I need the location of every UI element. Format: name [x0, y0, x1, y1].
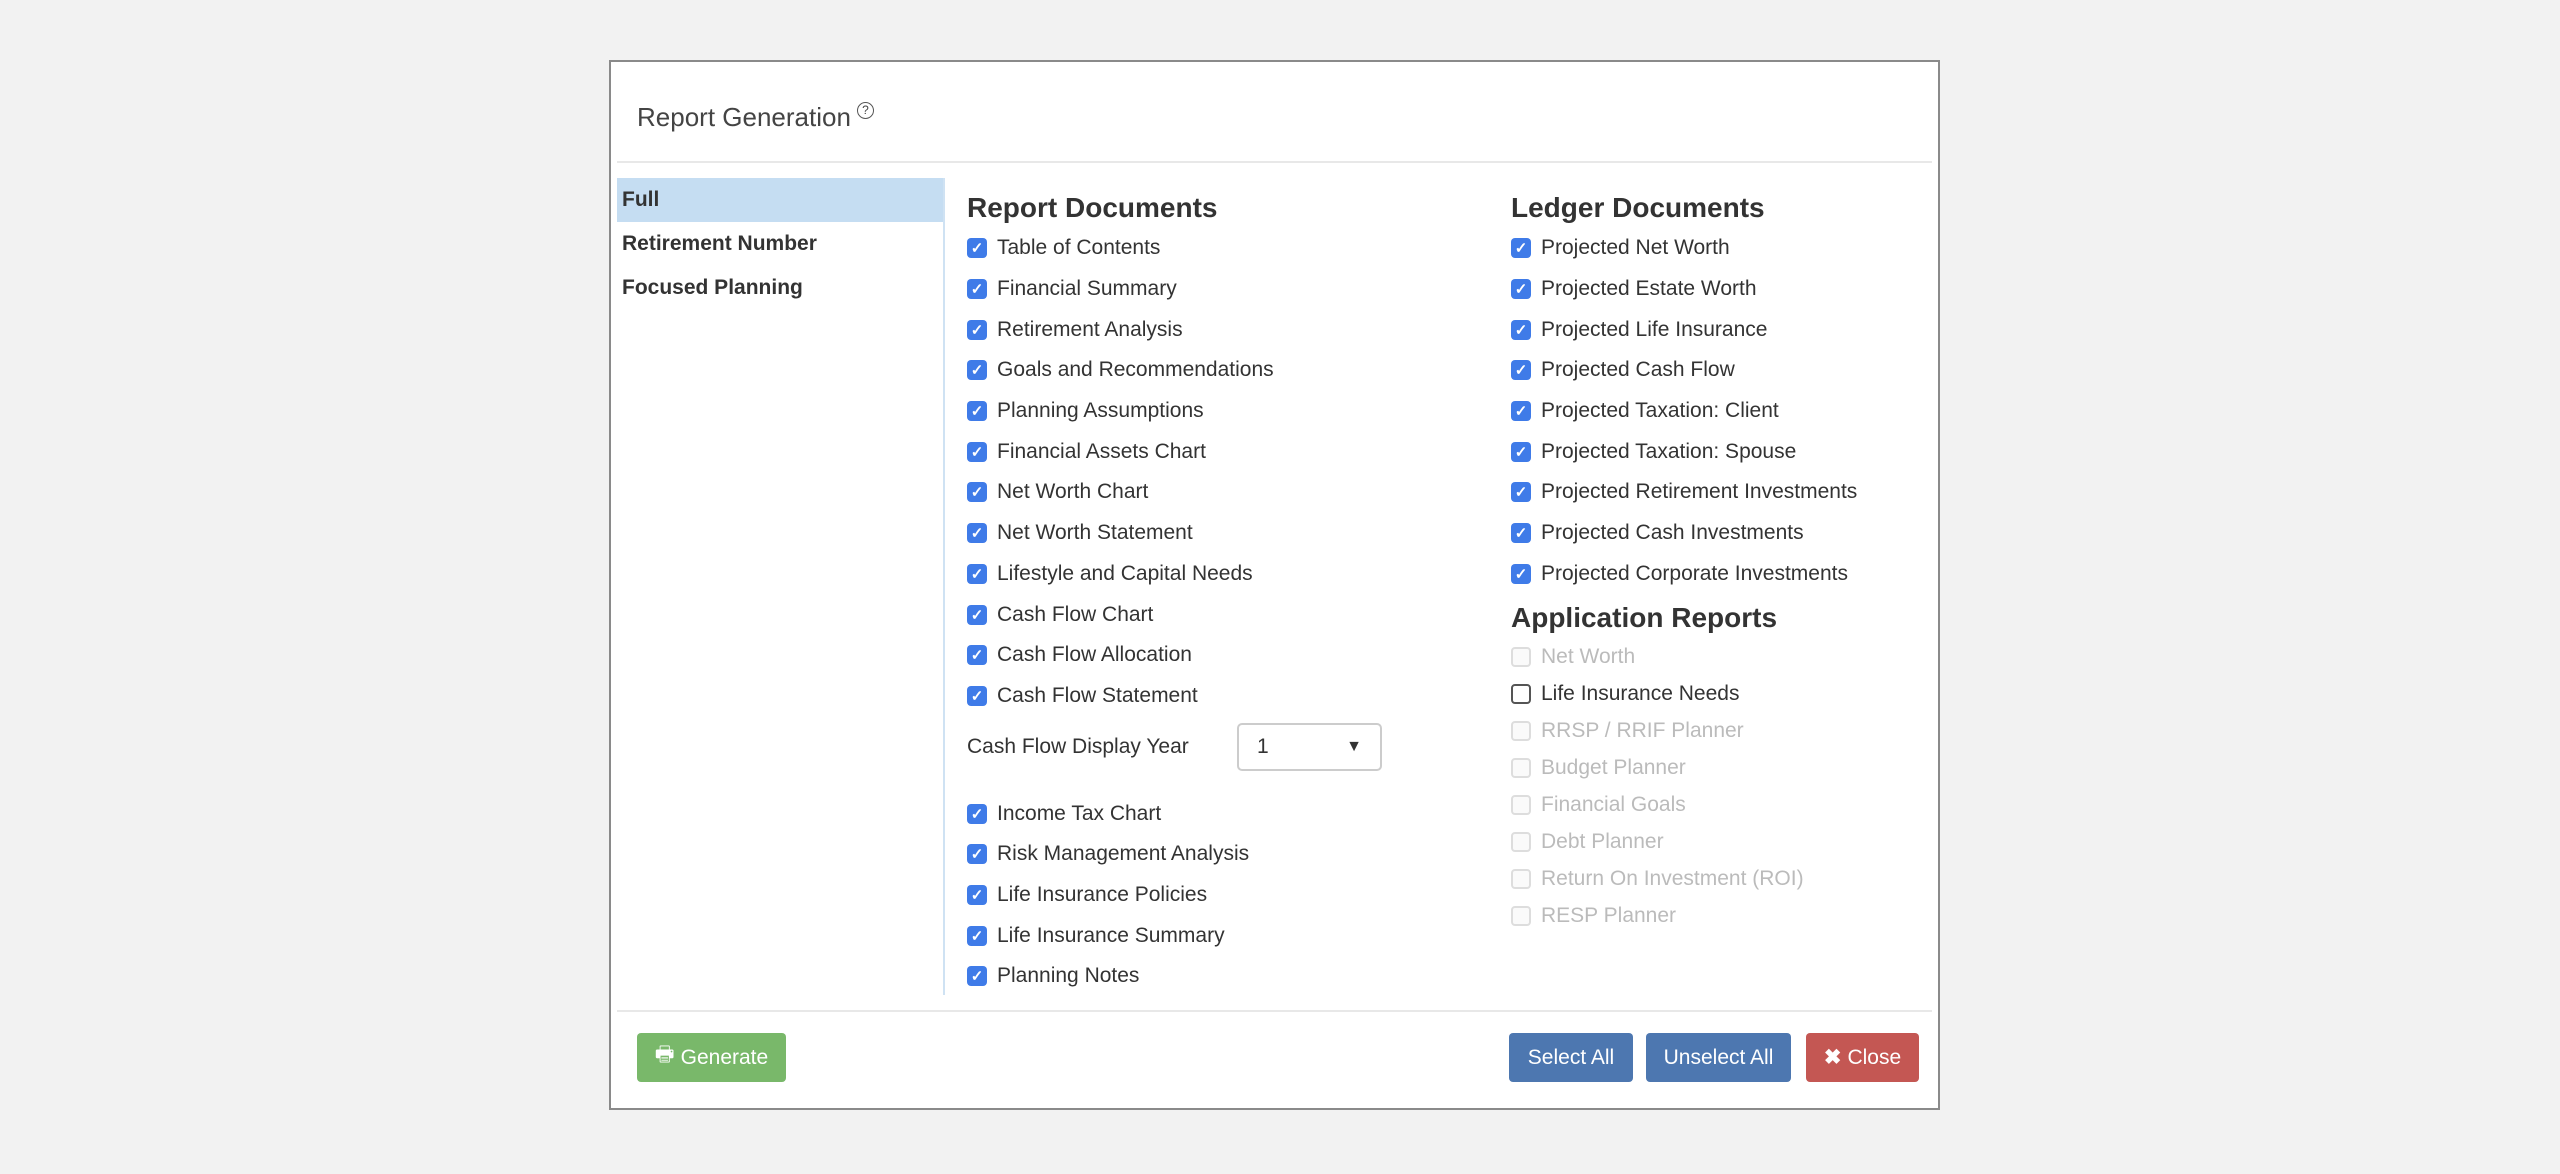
checkbox[interactable]: ✓: [967, 803, 987, 824]
checkbox-row[interactable]: ✓ Life Insurance Summary: [967, 915, 1287, 956]
checkbox[interactable]: ✓: [967, 685, 987, 706]
checkbox-row[interactable]: ✓ Table of Contents: [967, 228, 1287, 269]
checkbox[interactable]: ✓: [1511, 401, 1531, 422]
checkbox-row[interactable]: ✓ Projected Net Worth: [1511, 228, 1911, 269]
checkbox-row[interactable]: ✓ Financial Summary: [967, 269, 1287, 310]
checkbox-row: Net Worth: [1511, 638, 1911, 675]
checkbox[interactable]: ✓: [967, 441, 987, 462]
checkbox-row: Return On Investment (ROI): [1511, 860, 1911, 897]
checkbox-row[interactable]: ✓ Projected Corporate Investments: [1511, 554, 1911, 595]
checkbox[interactable]: ✓: [1511, 319, 1531, 340]
checkbox-row[interactable]: ✓ Projected Cash Flow: [1511, 350, 1911, 391]
checkbox-row[interactable]: ✓ Income Tax Chart: [967, 793, 1287, 834]
checkbox: [1511, 794, 1531, 815]
ledger-documents-heading: Ledger Documents: [1511, 192, 1765, 223]
checkbox-row[interactable]: ✓ Financial Assets Chart: [967, 431, 1287, 472]
report-generation-dialog: Report Generation? Full Retirement Number…: [609, 60, 1940, 1110]
checkbox-row: RESP Planner: [1511, 897, 1911, 934]
checkbox[interactable]: ✓: [1511, 238, 1531, 259]
checkbox-row: Debt Planner: [1511, 823, 1911, 860]
sidebar-item[interactable]: Full: [617, 178, 943, 222]
ledger-documents-column: Ledger Documents ✓ Projected Net Worth ✓ Pr…: [1511, 188, 1911, 934]
checkbox-row: RRSP / RRIF Planner: [1511, 712, 1911, 749]
checkbox-row[interactable]: ✓ Lifestyle and Capital Needs: [967, 554, 1287, 595]
checkbox-row[interactable]: ✓ Risk Management Analysis: [967, 834, 1287, 875]
checkbox[interactable]: ✓: [967, 884, 987, 905]
checkbox[interactable]: ✓: [967, 844, 987, 865]
print-icon: 🖶: [654, 1043, 675, 1066]
footer-divider: [617, 1010, 1932, 1012]
generate-button[interactable]: 🖶 Generate: [637, 1033, 786, 1082]
checkbox-row[interactable]: ✓ Net Worth Chart: [967, 472, 1287, 513]
select-all-button[interactable]: Select All: [1509, 1033, 1633, 1082]
checkbox-row[interactable]: ✓ Projected Cash Investments: [1511, 513, 1911, 554]
checkbox[interactable]: ✓: [967, 482, 987, 503]
checkbox-row[interactable]: ✓ Life Insurance Policies: [967, 875, 1287, 916]
close-icon: ✖: [1823, 1046, 1842, 1069]
checkbox[interactable]: ✓: [1511, 523, 1531, 544]
close-button[interactable]: ✖ Close: [1806, 1033, 1919, 1082]
checkbox: [1511, 868, 1531, 889]
checkbox-row[interactable]: ✓ Projected Life Insurance: [1511, 309, 1911, 350]
checkbox-row[interactable]: ✓ Projected Taxation: Spouse: [1511, 431, 1911, 472]
sidebar-item[interactable]: Retirement Number: [622, 232, 817, 255]
checkbox-row[interactable]: ✓ Cash Flow Statement: [967, 676, 1287, 717]
checkbox-row[interactable]: ✓ Planning Assumptions: [967, 391, 1287, 432]
checkbox: [1511, 757, 1531, 778]
checkbox-row: Budget Planner: [1511, 749, 1911, 786]
checkbox[interactable]: ✓: [1511, 563, 1531, 584]
display-year-select[interactable]: 1 ▼: [1237, 723, 1382, 772]
cash-flow-display-year-row: Cash Flow Display Year 1 ▼: [967, 716, 1382, 778]
header-divider: [617, 161, 1932, 163]
unselect-all-button[interactable]: Unselect All: [1646, 1033, 1791, 1082]
checkbox: [1511, 646, 1531, 667]
report-type-sidebar: Full Retirement Number Focused Planning: [617, 178, 945, 995]
checkbox-row[interactable]: ✓ Planning Notes: [967, 956, 1287, 997]
dialog-title: Report Generation?: [637, 102, 874, 133]
sidebar-item[interactable]: Focused Planning: [622, 276, 803, 299]
checkbox[interactable]: ✓: [967, 238, 987, 259]
display-year-label: Cash Flow Display Year: [967, 735, 1189, 759]
checkbox[interactable]: ✓: [967, 401, 987, 422]
checkbox[interactable]: ✓: [1511, 279, 1531, 300]
checkbox-row[interactable]: ✓ Retirement Analysis: [967, 309, 1287, 350]
report-documents-heading: Report Documents: [967, 192, 1218, 223]
checkbox[interactable]: ✓: [1511, 441, 1531, 462]
checkbox: [1511, 905, 1531, 926]
checkbox[interactable]: ✓: [967, 360, 987, 381]
checkbox[interactable]: ✓: [967, 279, 987, 300]
checkbox[interactable]: ✓: [967, 604, 987, 625]
checkbox[interactable]: ✓: [967, 645, 987, 666]
application-reports-heading: Application Reports: [1511, 602, 1778, 634]
checkbox: [1511, 831, 1531, 852]
checkbox[interactable]: ✓: [967, 563, 987, 584]
checkbox[interactable]: ✓: [967, 523, 987, 544]
checkbox[interactable]: ✓: [967, 925, 987, 946]
help-icon[interactable]: ?: [856, 102, 874, 119]
checkbox: [1511, 720, 1531, 741]
caret-down-icon: ▼: [1346, 738, 1362, 756]
checkbox[interactable]: [1511, 683, 1531, 704]
checkbox[interactable]: ✓: [967, 966, 987, 987]
checkbox-row[interactable]: ✓ Projected Estate Worth: [1511, 269, 1911, 310]
checkbox[interactable]: ✓: [967, 319, 987, 340]
report-documents-column: Report Documents ✓ Table of Contents ✓ Fina…: [967, 188, 1382, 997]
checkbox[interactable]: ✓: [1511, 360, 1531, 381]
checkbox-row[interactable]: ✓ Cash Flow Chart: [967, 594, 1287, 635]
checkbox-row[interactable]: ✓ Projected Taxation: Client: [1511, 391, 1911, 432]
checkbox-row[interactable]: Life Insurance Needs: [1511, 675, 1911, 712]
checkbox[interactable]: ✓: [1511, 482, 1531, 503]
checkbox-row[interactable]: ✓ Net Worth Statement: [967, 513, 1287, 554]
checkbox-row[interactable]: ✓ Projected Retirement Investments: [1511, 472, 1911, 513]
checkbox-row[interactable]: ✓ Cash Flow Allocation: [967, 635, 1287, 676]
checkbox-row[interactable]: ✓ Goals and Recommendations: [967, 350, 1287, 391]
checkbox-row: Financial Goals: [1511, 786, 1911, 823]
